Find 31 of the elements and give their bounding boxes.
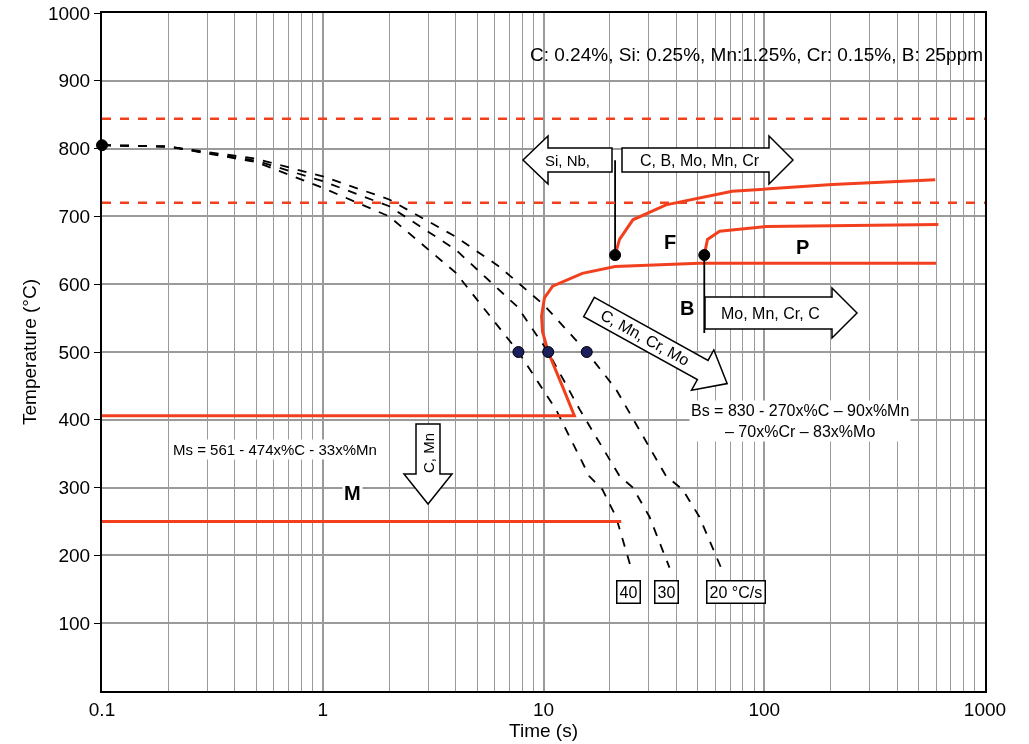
- y-tick-label: 1000: [47, 2, 91, 24]
- y-tick-label: 600: [58, 273, 91, 295]
- annotation: C, Mn: [420, 432, 437, 473]
- y-tick-label: 100: [58, 612, 91, 634]
- x-tick-label: 10: [532, 698, 555, 720]
- annotation: Mo, Mn, Cr, C: [721, 305, 820, 322]
- y-tick-label: 300: [58, 477, 91, 499]
- y-tick-label: 200: [58, 545, 91, 567]
- annotation: C, B, Mo, Mn, Cr: [640, 152, 760, 169]
- y-tick-label: 700: [58, 206, 91, 228]
- x-tick-label: 100: [748, 698, 781, 720]
- annotation: P: [796, 236, 810, 258]
- y-tick-label: 500: [58, 341, 91, 363]
- annotation: Si, Nb,: [545, 152, 591, 169]
- annotation: B: [680, 297, 695, 319]
- annotation: Ms = 561 - 474x%C - 33x%Mn: [173, 441, 377, 458]
- x-axis-title: Time (s): [509, 719, 578, 741]
- legend-label: 30: [657, 583, 676, 601]
- annotation: C: 0.24%, Si: 0.25%, Mn:1.25%, Cr: 0.15%, B: 25ppm: [530, 44, 984, 65]
- annotation: M: [344, 482, 361, 504]
- y-tick-label: 900: [58, 70, 91, 92]
- x-tick-label: 1000: [963, 698, 1007, 720]
- x-tick-label: 1: [317, 698, 329, 720]
- x-tick-label: 0.1: [88, 698, 116, 720]
- annotation: Bs = 830 - 270x%C – 90x%Mn – 70x%Cr – 83x%Mo: [691, 402, 910, 440]
- annotation: F: [664, 231, 677, 253]
- y-tick-label: 400: [58, 409, 91, 431]
- series-label: 40: [619, 583, 638, 601]
- legend-label: 20 °C/s: [709, 583, 763, 601]
- y-tick-label: 800: [58, 138, 91, 160]
- y-axis-title: Temperature (°C): [19, 279, 41, 425]
